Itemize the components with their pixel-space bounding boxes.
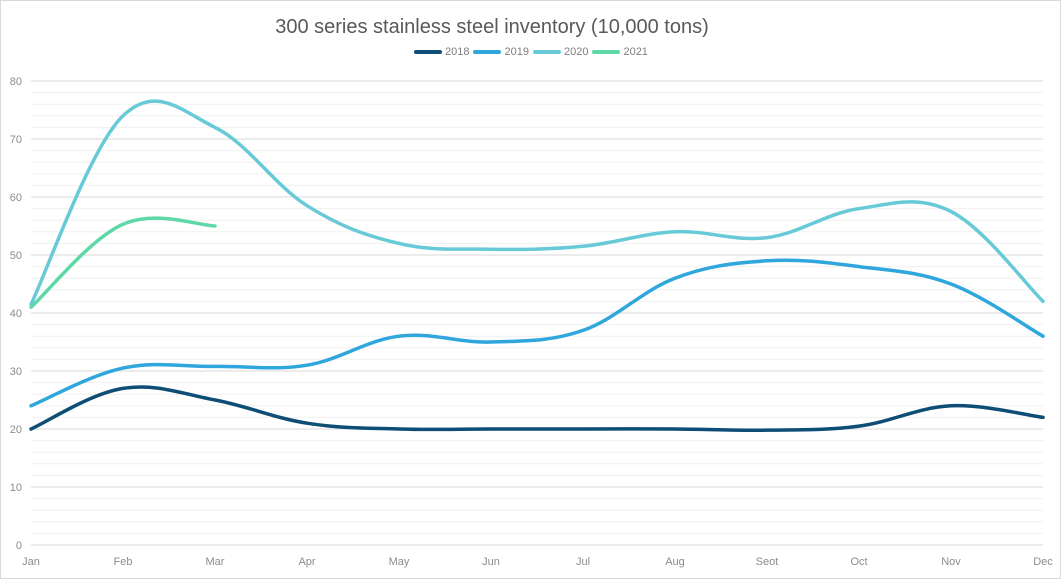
legend-label: 2020 (563, 46, 589, 58)
tick-layer: 0 10 20 30 40 50 60 70 80 Jan Feb Mar Apr May Jun Jul Au… (10, 76, 1054, 568)
y-tick-label: 10 (10, 482, 22, 494)
legend-label: 2019 (504, 46, 529, 58)
x-tick-label: Feb (114, 556, 133, 568)
x-tick-label: Aug (665, 556, 685, 568)
series-line-2021 (29, 216, 217, 309)
x-tick-label: Seot (756, 556, 779, 568)
chart-legend: 2018 2019 2020 2021 (414, 46, 652, 58)
legend-item-2021: 2021 (592, 46, 648, 58)
legend-label: 2021 (623, 46, 648, 58)
y-tick-label: 20 (10, 424, 22, 436)
x-tick-label: Nov (941, 556, 961, 568)
legend-swatch (592, 50, 621, 54)
x-tick-label: Jan (22, 556, 40, 568)
series-line-2018 (29, 385, 1045, 433)
legend-swatch (414, 50, 442, 54)
series-line-2020 (29, 99, 1045, 307)
x-tick-label: Mar (206, 556, 225, 568)
legend-item-2019: 2019 (473, 46, 529, 58)
x-tick-label: Oct (850, 556, 867, 568)
x-tick-label: Jul (576, 556, 590, 568)
chart-title: 300 series stainless steel inventory (10… (275, 16, 709, 38)
legend-item-2018: 2018 (414, 46, 469, 58)
y-tick-label: 70 (10, 134, 22, 146)
x-tick-label: May (389, 556, 410, 568)
legend-item-2020: 2020 (532, 46, 589, 58)
y-tick-label: 60 (10, 192, 22, 204)
y-tick-label: 0 (16, 540, 22, 552)
legend-label: 2018 (445, 46, 470, 58)
legend-swatch (532, 50, 561, 54)
legend-swatch (473, 50, 502, 54)
series-line-2019 (29, 258, 1045, 408)
y-tick-label: 80 (10, 76, 22, 88)
x-tick-label: Jun (482, 556, 500, 568)
grid-layer (31, 80, 1043, 546)
y-tick-label: 40 (10, 308, 22, 320)
x-tick-label: Dec (1033, 556, 1053, 568)
series-layer (29, 99, 1045, 433)
x-tick-label: Apr (298, 556, 315, 568)
y-tick-label: 50 (10, 250, 22, 262)
y-tick-label: 30 (10, 366, 22, 378)
